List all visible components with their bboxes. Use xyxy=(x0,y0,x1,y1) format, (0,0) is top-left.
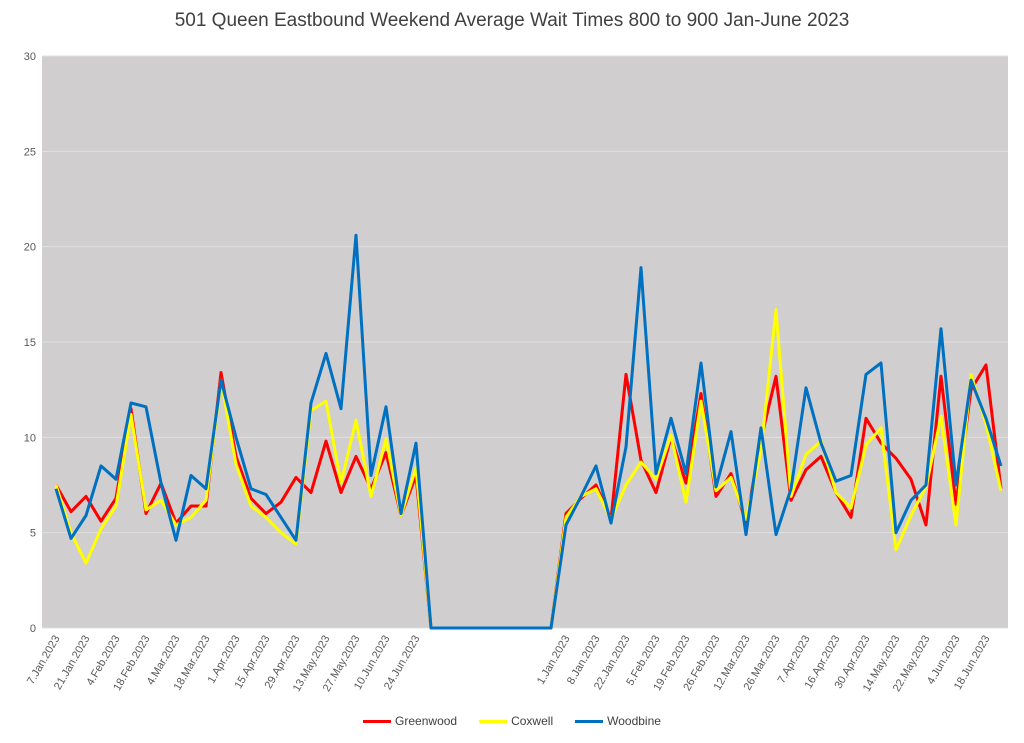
y-tick-label: 0 xyxy=(30,623,36,635)
y-tick-label: 5 xyxy=(30,528,36,540)
y-tick-label: 20 xyxy=(24,242,36,254)
legend-label: Woodbine xyxy=(607,714,661,728)
legend-swatch xyxy=(479,719,508,723)
legend: Greenwood Coxwell Woodbine xyxy=(0,714,1024,728)
y-tick-label: 10 xyxy=(24,432,36,444)
series-line-woodbine xyxy=(54,233,1003,630)
legend-label: Greenwood xyxy=(395,714,458,728)
y-tick-label: 15 xyxy=(24,337,36,349)
legend-label: Coxwell xyxy=(511,714,554,728)
legend-swatch xyxy=(363,719,392,723)
legend-item-woodbine: Woodbine xyxy=(575,714,661,728)
legend-item-coxwell: Coxwell xyxy=(479,714,553,728)
y-tick-label: 30 xyxy=(24,51,36,63)
legend-item-greenwood: Greenwood xyxy=(363,714,457,728)
legend-swatch xyxy=(575,719,604,723)
chart-title: 501 Queen Eastbound Weekend Average Wait… xyxy=(174,10,850,31)
y-tick-label: 25 xyxy=(24,146,36,158)
